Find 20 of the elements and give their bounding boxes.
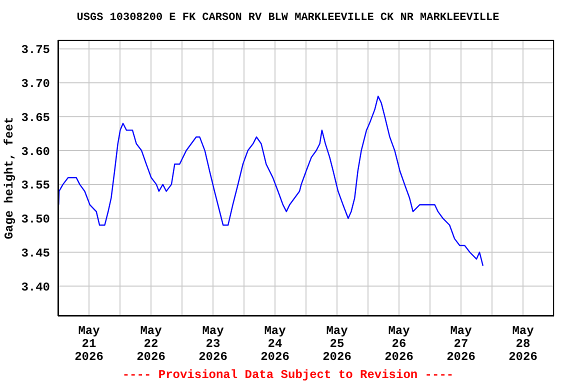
x-tick-label: May 23 2026 bbox=[198, 324, 228, 364]
x-tick-label: May 22 2026 bbox=[136, 324, 166, 364]
x-tick-label: May 24 2026 bbox=[260, 324, 290, 364]
text: ---- Provisional Data Subject to Revision ---- bbox=[121, 368, 455, 382]
chart-title: USGS 10308200 E FK CARSON RV BLW MARKLEEVILLE CK NR MARKLEEVILLE bbox=[76, 12, 500, 24]
x-tick-label: May 26 2026 bbox=[384, 324, 414, 364]
x-tick-label: May 21 2026 bbox=[74, 324, 104, 364]
y-tick-label: 3.50 bbox=[21, 212, 50, 227]
x-tick-label: May 28 2026 bbox=[508, 324, 538, 364]
y-tick-label: 3.55 bbox=[21, 178, 50, 193]
y-tick-label: 3.60 bbox=[21, 144, 50, 159]
y-tick-label: 3.70 bbox=[21, 76, 50, 91]
x-tick-label: May 25 2026 bbox=[322, 324, 352, 364]
y-tick-label: 3.40 bbox=[21, 280, 50, 294]
y-tick-label: 3.45 bbox=[21, 246, 50, 261]
y-axis-title: Gage height, feet bbox=[2, 116, 16, 240]
y-tick-label: 3.75 bbox=[21, 43, 50, 58]
x-tick-label: May 27 2026 bbox=[446, 324, 476, 364]
y-tick-label: 3.65 bbox=[21, 110, 50, 125]
line-series bbox=[58, 96, 484, 266]
